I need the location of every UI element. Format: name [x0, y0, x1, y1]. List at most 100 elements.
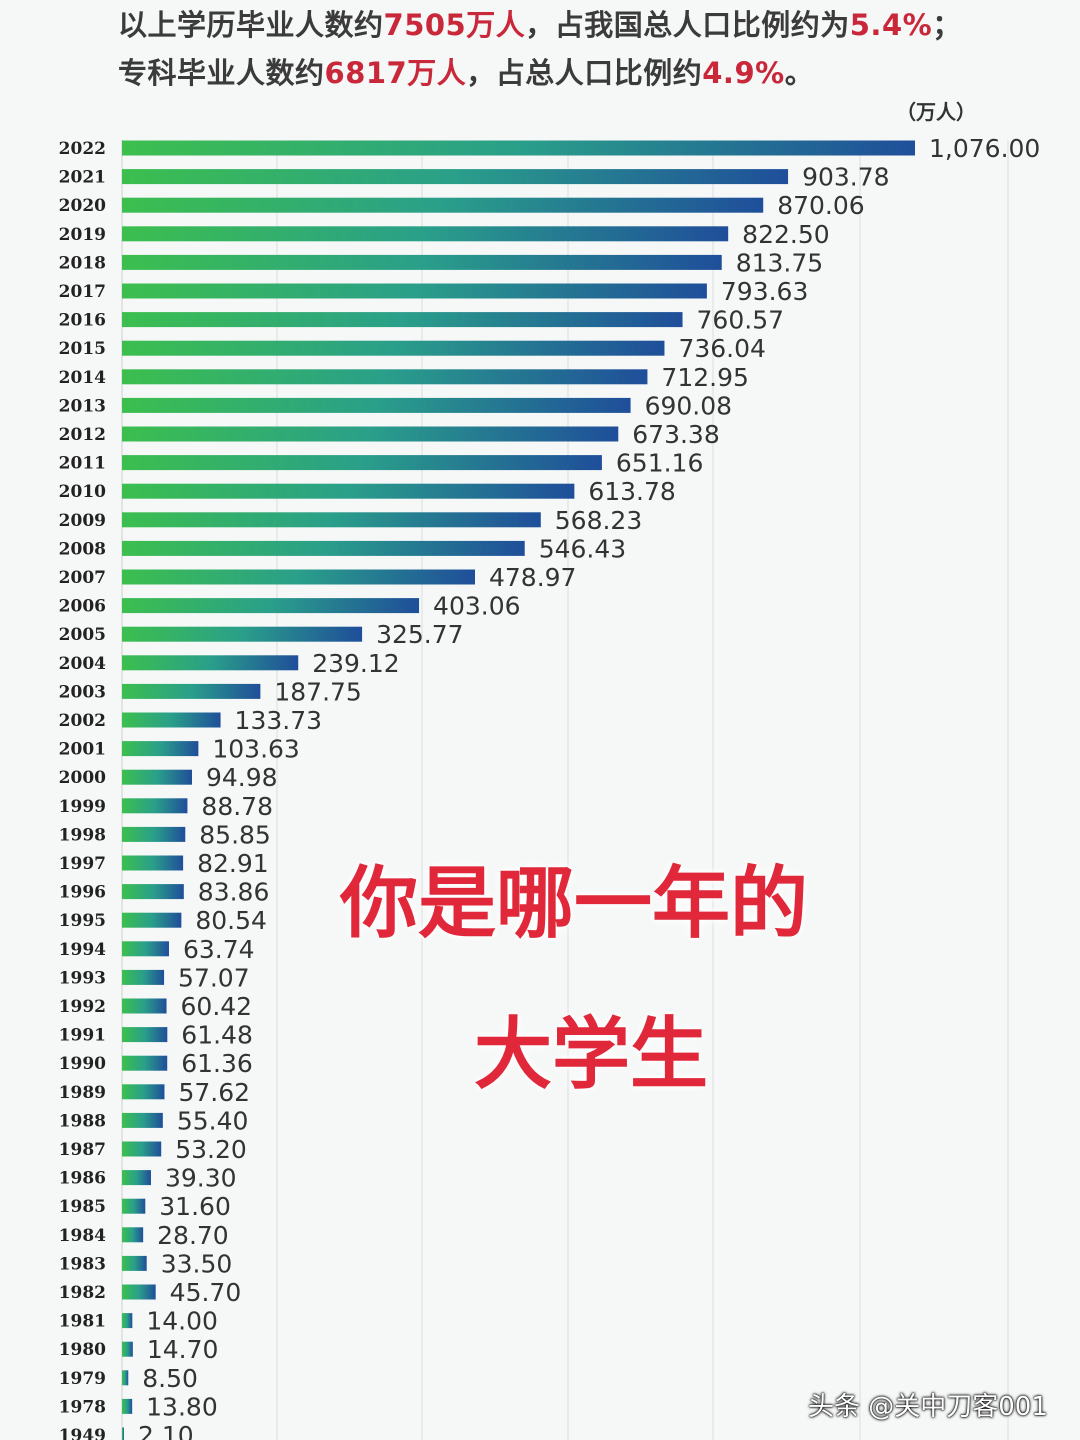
year-label-1998: 1998	[59, 825, 106, 845]
year-label-2015: 2015	[59, 339, 106, 359]
header-line-1-text: 以上学历毕业人数约	[118, 8, 384, 42]
header-line-2-percent: 4.9%	[702, 56, 785, 90]
bar-1996	[122, 884, 184, 900]
value-label-2014: 712.95	[661, 363, 748, 392]
year-label-1989: 1989	[59, 1083, 106, 1103]
bar-2016	[122, 312, 683, 328]
year-label-1999: 1999	[59, 797, 106, 817]
value-label-2010: 613.78	[588, 477, 675, 506]
year-label-2021: 2021	[59, 168, 106, 188]
value-label-1996: 83.86	[198, 878, 270, 907]
header-line-2-number: 6817万人	[324, 56, 467, 90]
bar-1999	[122, 798, 188, 814]
bar-2020	[122, 197, 764, 213]
value-label-1989: 57.62	[178, 1078, 250, 1107]
year-label-2005: 2005	[59, 625, 106, 645]
overlay-question-line-2: 大学生	[474, 1010, 709, 1100]
header-line-1-text-mid: ，占我国总人口比例约为	[525, 8, 850, 42]
value-label-2015: 736.04	[678, 334, 765, 363]
year-label-2000: 2000	[59, 768, 106, 788]
value-label-2008: 546.43	[539, 534, 626, 563]
value-label-2021: 903.78	[802, 163, 889, 192]
value-label-2019: 822.50	[742, 220, 829, 249]
year-label-1983: 1983	[59, 1254, 106, 1274]
chart-value-labels: 1,076.00 903.78870.06822.50813.75793.6376…	[138, 134, 1040, 1440]
bar-1998	[122, 826, 186, 842]
bar-1981	[122, 1313, 133, 1329]
year-label-2013: 2013	[59, 396, 106, 416]
year-label-2008: 2008	[59, 539, 106, 559]
year-label-2010: 2010	[59, 482, 106, 502]
value-label-2011: 651.16	[616, 449, 703, 478]
header-line-1-end: ；	[932, 8, 962, 42]
value-label-1990: 61.36	[181, 1049, 253, 1078]
year-label-2007: 2007	[59, 568, 106, 588]
chart-bars	[122, 140, 915, 1440]
value-label-1983: 33.50	[161, 1249, 233, 1278]
value-label-1985: 31.60	[159, 1192, 231, 1221]
year-label-1949: 1949	[59, 1426, 106, 1440]
year-label-1991: 1991	[59, 1026, 106, 1046]
value-label-2022: 1,076.00	[929, 134, 1040, 163]
year-label-1993: 1993	[59, 968, 106, 988]
year-label-1979: 1979	[59, 1369, 106, 1389]
bar-2006	[122, 598, 420, 614]
year-label-1984: 1984	[59, 1226, 106, 1246]
bar-2010	[122, 483, 575, 499]
value-label-2003: 187.75	[274, 677, 361, 706]
year-label-1986: 1986	[59, 1169, 106, 1189]
bar-2011	[122, 455, 602, 471]
year-label-1988: 1988	[59, 1111, 106, 1131]
year-label-1995: 1995	[59, 911, 106, 931]
bar-2015	[122, 340, 665, 356]
value-label-1982: 45.70	[170, 1278, 242, 1307]
value-label-2001: 103.63	[212, 735, 299, 764]
bar-2014	[122, 369, 648, 385]
value-label-1980: 14.70	[147, 1335, 219, 1364]
value-label-2018: 813.75	[736, 248, 823, 277]
value-label-1979: 8.50	[142, 1364, 198, 1393]
year-label-1981: 1981	[59, 1312, 106, 1332]
bar-2009	[122, 512, 541, 528]
bar-2001	[122, 741, 199, 757]
value-label-2005: 325.77	[376, 620, 463, 649]
year-label-2014: 2014	[59, 368, 106, 388]
bar-2005	[122, 626, 363, 642]
year-label-1994: 1994	[59, 940, 106, 960]
year-label-2017: 2017	[59, 282, 106, 302]
value-label-1987: 53.20	[175, 1135, 247, 1164]
year-label-2002: 2002	[59, 711, 106, 731]
bar-1991	[122, 1027, 168, 1043]
bar-2017	[122, 283, 707, 299]
year-label-1996: 1996	[59, 883, 106, 903]
year-label-1978: 1978	[59, 1397, 106, 1417]
year-label-2012: 2012	[59, 425, 106, 445]
bar-2021	[122, 169, 789, 185]
bar-2022	[122, 140, 915, 156]
year-label-2003: 2003	[59, 682, 106, 702]
bar-1992	[122, 998, 167, 1014]
bar-2007	[122, 569, 475, 585]
year-label-2019: 2019	[59, 225, 106, 245]
value-label-2002: 133.73	[235, 706, 322, 735]
year-label-1982: 1982	[59, 1283, 106, 1303]
value-label-1978: 13.80	[146, 1392, 218, 1421]
bar-1990	[122, 1055, 168, 1071]
bar-1988	[122, 1112, 163, 1128]
year-label-1990: 1990	[59, 1054, 106, 1074]
chart-grid	[121, 140, 1009, 1440]
bar-1997	[122, 855, 184, 871]
bar-1986	[122, 1170, 151, 1186]
value-label-2004: 239.12	[312, 649, 399, 678]
header-line-2: 专科毕业人数约6817万人，占总人口比例约4.9%。	[118, 50, 814, 92]
value-label-1994: 63.74	[183, 935, 255, 964]
value-label-1992: 60.42	[181, 992, 253, 1021]
bar-2018	[122, 254, 722, 270]
year-label-1997: 1997	[59, 854, 106, 874]
value-label-1984: 28.70	[157, 1221, 229, 1250]
unit-label: （万人）	[896, 100, 976, 124]
header-line-1-number: 7505万人	[383, 8, 526, 42]
value-label-1991: 61.48	[181, 1021, 253, 1050]
bar-2019	[122, 226, 729, 242]
